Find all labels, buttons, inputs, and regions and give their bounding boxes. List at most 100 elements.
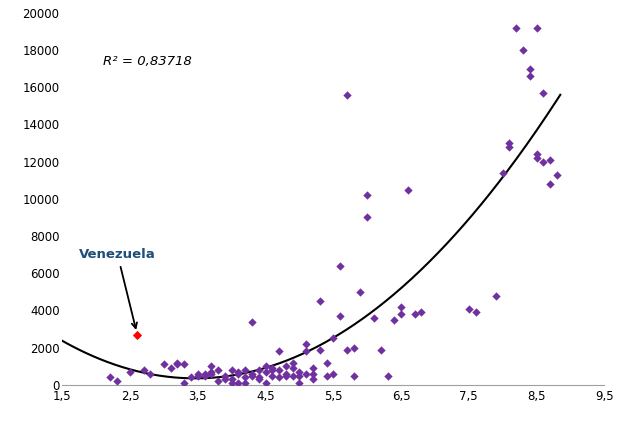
Point: [464, 305, 473, 312]
Point: [132, 331, 142, 338]
Point: [302, 371, 312, 377]
Point: [389, 316, 399, 323]
Point: [295, 368, 305, 375]
Point: [267, 365, 277, 371]
Point: [538, 158, 548, 165]
Point: [531, 154, 541, 161]
Point: [179, 361, 189, 368]
Point: [220, 376, 230, 383]
Point: [247, 371, 257, 377]
Point: [206, 371, 216, 377]
Point: [552, 171, 562, 178]
Point: [328, 371, 338, 377]
Point: [410, 311, 420, 318]
Point: [511, 24, 521, 31]
Point: [260, 368, 270, 375]
Point: [260, 363, 270, 370]
Point: [288, 359, 298, 366]
Point: [274, 348, 284, 355]
Point: [505, 143, 515, 150]
Point: [349, 344, 359, 351]
Point: [234, 371, 244, 377]
Point: [288, 372, 298, 379]
Point: [545, 157, 555, 163]
Point: [396, 311, 406, 318]
Point: [199, 372, 209, 379]
Point: [220, 372, 230, 379]
Point: [274, 374, 284, 381]
Point: [173, 361, 183, 368]
Point: [491, 292, 501, 299]
Point: [240, 374, 250, 381]
Point: [295, 372, 305, 379]
Point: [342, 346, 352, 353]
Point: [335, 262, 345, 269]
Point: [254, 374, 264, 381]
Point: [321, 359, 331, 366]
Point: [538, 89, 548, 96]
Point: [531, 24, 541, 31]
Point: [396, 303, 406, 310]
Point: [240, 367, 250, 374]
Point: [227, 367, 237, 374]
Point: [531, 151, 541, 157]
Point: [525, 73, 535, 80]
Point: [525, 65, 535, 72]
Point: [362, 192, 372, 198]
Point: [274, 367, 284, 374]
Point: [254, 376, 264, 383]
Point: [335, 313, 345, 319]
Point: [234, 368, 244, 375]
Point: [505, 140, 515, 146]
Point: [267, 372, 277, 379]
Point: [247, 372, 257, 379]
Point: [199, 371, 209, 377]
Point: [403, 186, 413, 193]
Point: [267, 367, 277, 374]
Point: [227, 376, 237, 383]
Point: [227, 380, 237, 387]
Point: [179, 380, 189, 387]
Point: [125, 368, 135, 375]
Text: Venezuela: Venezuela: [79, 248, 156, 328]
Point: [105, 374, 115, 381]
Point: [193, 372, 202, 379]
Point: [281, 372, 291, 379]
Point: [186, 374, 196, 381]
Point: [545, 181, 555, 187]
Point: [308, 365, 318, 371]
Point: [254, 367, 264, 374]
Point: [355, 288, 365, 295]
Point: [376, 346, 386, 353]
Point: [260, 380, 270, 387]
Point: [173, 359, 183, 366]
Point: [315, 298, 325, 305]
Point: [281, 363, 291, 370]
Point: [166, 365, 176, 371]
Point: [234, 380, 244, 387]
Point: [112, 378, 121, 385]
Point: [369, 315, 379, 321]
Point: [206, 363, 216, 370]
Point: [470, 309, 480, 316]
Point: [247, 318, 257, 325]
Point: [213, 378, 223, 385]
Point: [498, 169, 508, 176]
Point: [206, 368, 216, 375]
Point: [145, 371, 155, 377]
Point: [159, 361, 169, 368]
Point: [281, 371, 291, 377]
Point: [416, 309, 426, 316]
Point: [302, 348, 312, 355]
Text: R² = 0,83718: R² = 0,83718: [103, 55, 192, 68]
Point: [308, 371, 318, 377]
Point: [321, 372, 331, 379]
Point: [349, 372, 359, 379]
Point: [362, 214, 372, 221]
Point: [213, 367, 223, 374]
Point: [138, 367, 149, 374]
Point: [308, 376, 318, 383]
Point: [288, 365, 298, 371]
Point: [295, 380, 305, 387]
Point: [518, 47, 528, 53]
